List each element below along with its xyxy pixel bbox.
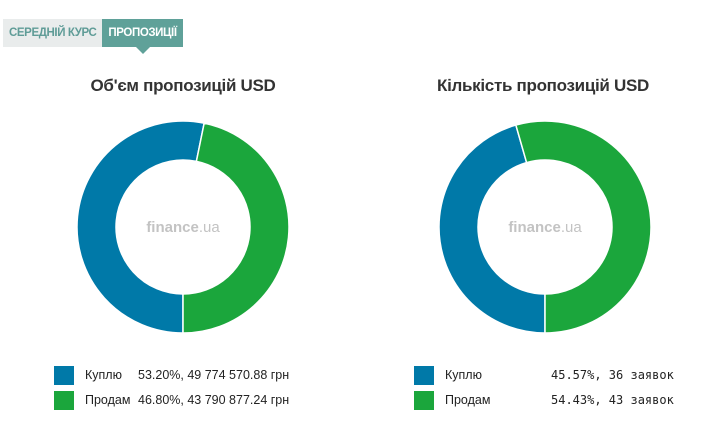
active-tab-pointer (135, 47, 150, 54)
legend-value-sell: 54.43%, 43 заявок (551, 393, 674, 407)
slice-sell[interactable] (182, 122, 290, 334)
tab-offers-label: ПРОПОЗИЦІЇ (108, 27, 177, 39)
legend-value-sell: 46.80%, 43 790 877.24 грн (138, 393, 290, 407)
chart-volume-title: Об'єм пропозицій USD (90, 76, 276, 95)
watermark-logo: finance.ua (146, 219, 220, 236)
slice-sell[interactable] (514, 120, 652, 334)
watermark-tld: .ua (561, 219, 583, 236)
legend-label-buy: Куплю (445, 368, 482, 382)
chart-volume-donut: finance.ua (76, 120, 290, 334)
tab-bar: СЕРЕДНІЙ КУРС ПРОПОЗИЦІЇ (3, 19, 183, 54)
watermark-brand: finance (146, 219, 199, 236)
legend-swatch-sell[interactable] (54, 391, 74, 410)
legend-label-sell: Продам (85, 393, 131, 407)
legend-swatch-buy[interactable] (54, 366, 74, 385)
watermark-tld: .ua (199, 219, 221, 236)
watermark-logo: finance.ua (508, 219, 582, 236)
slice-buy[interactable] (438, 124, 546, 334)
chart-count-title: Кількість пропозицій USD (437, 76, 649, 95)
chart-count-donut: finance.ua (438, 120, 652, 334)
slice-buy[interactable] (76, 120, 206, 334)
legend-value-buy: 45.57%, 36 заявок (551, 368, 674, 382)
legend-label-sell: Продам (445, 393, 491, 407)
tab-offers[interactable]: ПРОПОЗИЦІЇ (102, 19, 183, 54)
legend-swatch-sell[interactable] (414, 391, 434, 410)
watermark-brand: finance (508, 219, 561, 236)
legend-label-buy: Куплю (85, 368, 122, 382)
legend-value-buy: 53.20%, 49 774 570.88 грн (138, 368, 290, 382)
tab-average-rate[interactable]: СЕРЕДНІЙ КУРС (3, 19, 103, 47)
legend-swatch-buy[interactable] (414, 366, 434, 385)
